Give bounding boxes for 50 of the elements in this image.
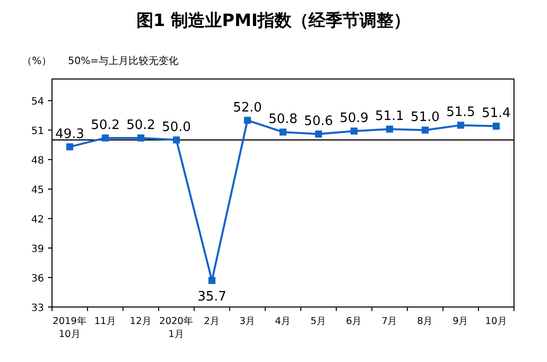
x-tick-label: 3月 — [239, 316, 256, 327]
x-tick-label: 7月 — [382, 316, 398, 327]
y-tick-label: 36 — [31, 274, 44, 285]
data-label: 51.0 — [410, 110, 440, 126]
data-label: 49.3 — [55, 126, 84, 142]
point — [280, 128, 286, 136]
y-tick-label: 42 — [31, 214, 44, 226]
x-tick-label: 2月 — [204, 316, 220, 327]
x-tick-label: 2019年10月 — [52, 315, 87, 340]
y-axis-title: （%） — [22, 56, 52, 67]
y-tick-label: 45 — [31, 185, 44, 196]
data-label: 51.4 — [482, 106, 511, 122]
x-tick-label: 5月 — [310, 316, 327, 327]
data-label: 52.0 — [232, 100, 262, 116]
point — [137, 134, 144, 142]
x-tick-label: 6月 — [346, 316, 362, 327]
data-label: 35.7 — [197, 289, 226, 304]
data-label: 50.0 — [162, 120, 191, 135]
data-label: 50.9 — [340, 111, 369, 126]
x-tick-label: 4月 — [274, 316, 292, 327]
x-tick-label: 12月 — [130, 316, 152, 327]
point — [66, 143, 74, 150]
text: 50%=与上月比较无变化 — [68, 55, 179, 67]
x-tick-label: 9月 — [452, 316, 469, 327]
x-tick-label: 11月 — [94, 316, 116, 327]
x-tick-label: 2020年1月 — [159, 315, 194, 340]
y-tick-label: 51 — [31, 126, 44, 138]
point — [315, 130, 322, 138]
point — [350, 128, 358, 135]
data-label: 50.2 — [126, 118, 156, 133]
point — [244, 116, 251, 124]
y-tick-label: 33 — [31, 303, 44, 314]
point — [386, 126, 394, 133]
point — [172, 136, 180, 144]
point — [492, 122, 500, 130]
y-tick-label: 48 — [31, 156, 44, 167]
data-label: 51.1 — [375, 109, 404, 124]
x-tick-label: 10月 — [485, 316, 508, 327]
x-tick-label: 8月 — [417, 316, 434, 327]
point — [457, 122, 464, 129]
point — [208, 276, 216, 284]
data-label: 50.8 — [268, 112, 298, 128]
point — [102, 134, 109, 142]
point — [422, 126, 429, 134]
data-label: 50.2 — [90, 118, 120, 133]
data-label: 50.6 — [304, 114, 334, 130]
y-tick-label: 54 — [31, 96, 44, 108]
chart-title: 图1 制造业PMI指数（经季节调整） — [136, 11, 411, 31]
y-tick-label: 39 — [31, 244, 44, 256]
data-label: 51.5 — [446, 105, 476, 120]
